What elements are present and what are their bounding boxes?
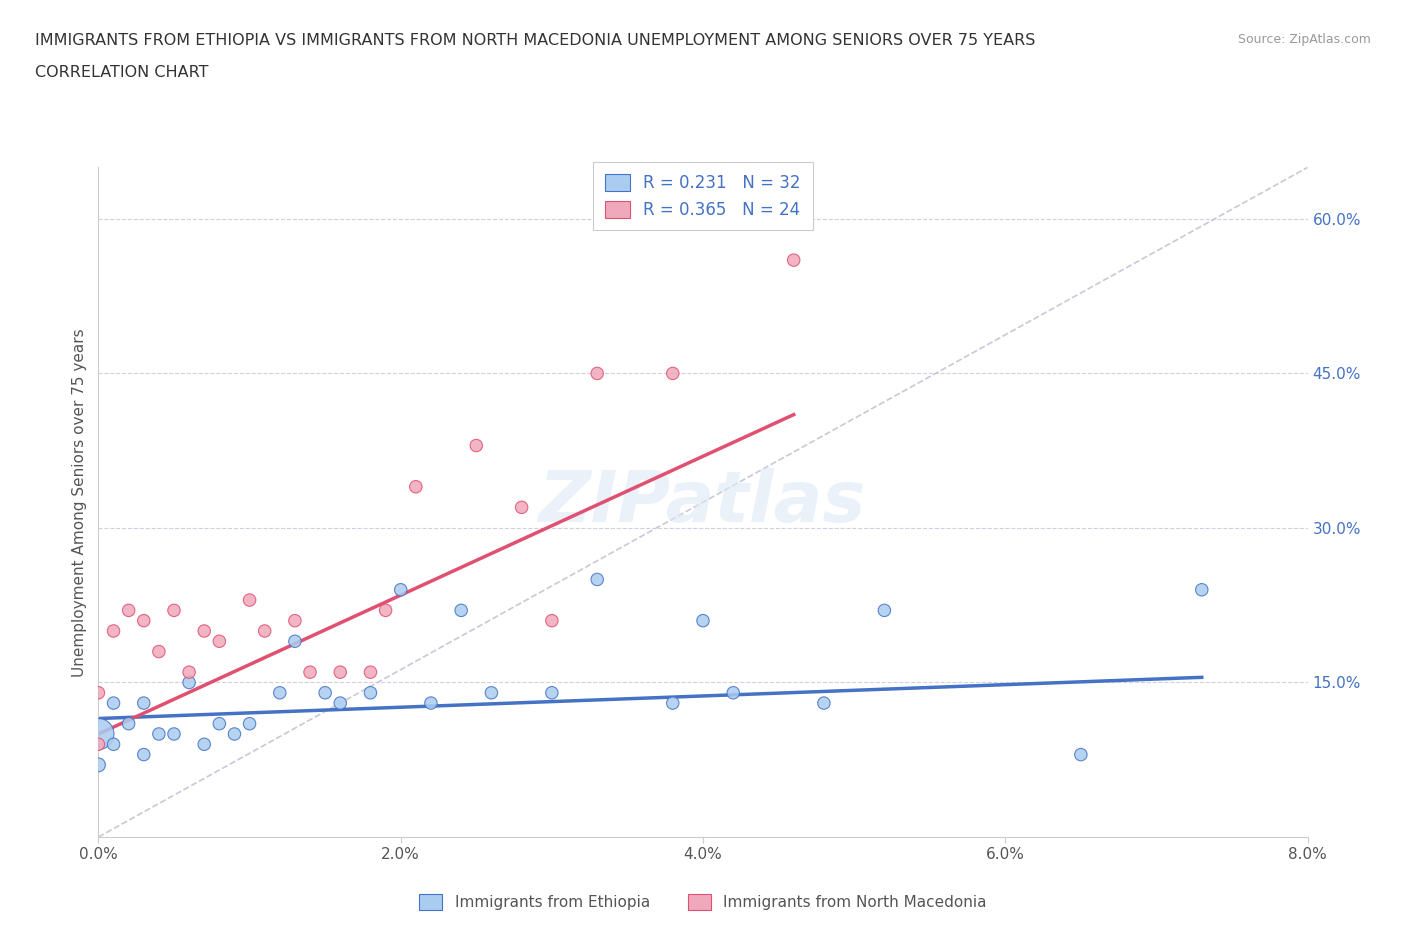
Point: [193, 737, 215, 751]
Text: CORRELATION CHART: CORRELATION CHART: [35, 65, 208, 80]
Point: [329, 696, 352, 711]
Text: ZIPatlas: ZIPatlas: [540, 468, 866, 537]
Point: [586, 572, 609, 587]
Point: [723, 685, 745, 700]
Point: [253, 623, 276, 638]
Point: [87, 757, 110, 772]
Point: [179, 665, 201, 680]
Legend: Immigrants from Ethiopia, Immigrants from North Macedonia: Immigrants from Ethiopia, Immigrants fro…: [412, 886, 994, 918]
Point: [269, 685, 291, 700]
Point: [239, 592, 262, 607]
Point: [586, 366, 609, 381]
Y-axis label: Unemployment Among Seniors over 75 years: Unemployment Among Seniors over 75 years: [72, 328, 87, 676]
Point: [87, 685, 110, 700]
Text: Source: ZipAtlas.com: Source: ZipAtlas.com: [1237, 33, 1371, 46]
Point: [1070, 747, 1092, 762]
Point: [389, 582, 412, 597]
Point: [465, 438, 488, 453]
Point: [314, 685, 336, 700]
Point: [224, 726, 246, 741]
Point: [662, 696, 685, 711]
Point: [783, 253, 806, 268]
Point: [103, 623, 125, 638]
Point: [329, 665, 352, 680]
Point: [1191, 582, 1213, 597]
Point: [118, 716, 141, 731]
Point: [284, 613, 307, 628]
Point: [148, 644, 170, 659]
Point: [163, 603, 186, 618]
Point: [541, 613, 564, 628]
Point: [148, 726, 170, 741]
Point: [420, 696, 443, 711]
Point: [87, 737, 110, 751]
Point: [510, 500, 533, 515]
Point: [239, 716, 262, 731]
Point: [132, 747, 155, 762]
Point: [299, 665, 322, 680]
Point: [118, 603, 141, 618]
Legend: R = 0.231   N = 32, R = 0.365   N = 24: R = 0.231 N = 32, R = 0.365 N = 24: [593, 163, 813, 231]
Point: [132, 696, 155, 711]
Point: [193, 623, 215, 638]
Point: [360, 665, 382, 680]
Point: [87, 726, 110, 741]
Point: [132, 613, 155, 628]
Point: [103, 696, 125, 711]
Point: [873, 603, 896, 618]
Point: [450, 603, 472, 618]
Point: [692, 613, 714, 628]
Point: [360, 685, 382, 700]
Point: [284, 634, 307, 649]
Point: [103, 737, 125, 751]
Point: [208, 634, 231, 649]
Point: [208, 716, 231, 731]
Point: [481, 685, 503, 700]
Text: IMMIGRANTS FROM ETHIOPIA VS IMMIGRANTS FROM NORTH MACEDONIA UNEMPLOYMENT AMONG S: IMMIGRANTS FROM ETHIOPIA VS IMMIGRANTS F…: [35, 33, 1036, 47]
Point: [662, 366, 685, 381]
Point: [374, 603, 396, 618]
Point: [405, 479, 427, 494]
Point: [163, 726, 186, 741]
Point: [179, 675, 201, 690]
Point: [813, 696, 835, 711]
Point: [541, 685, 564, 700]
